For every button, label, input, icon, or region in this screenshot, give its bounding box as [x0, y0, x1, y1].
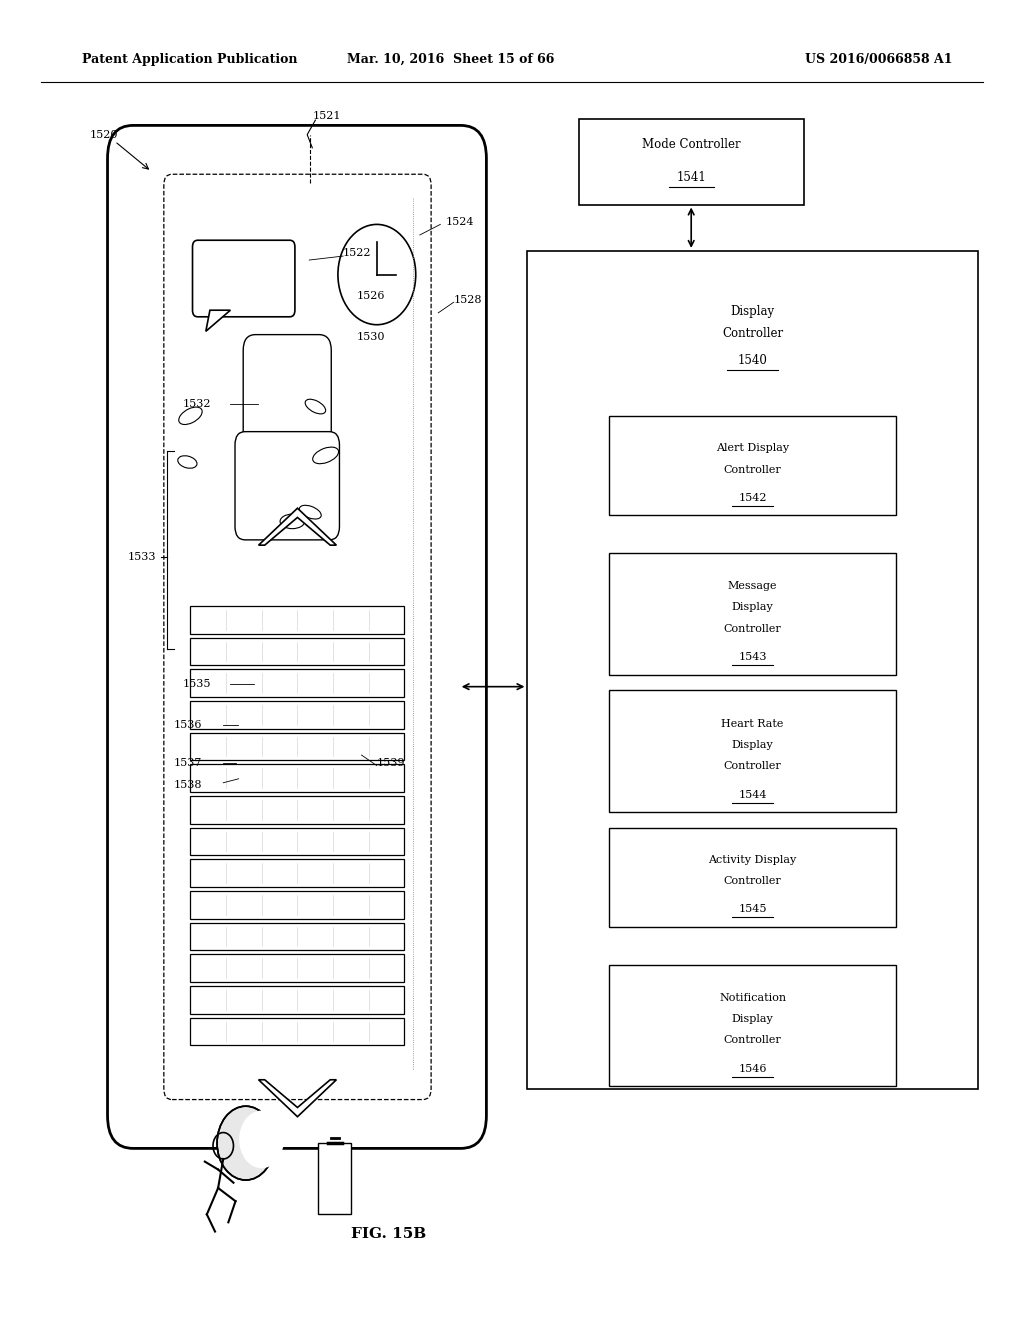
Text: Controller: Controller: [724, 876, 781, 886]
FancyBboxPatch shape: [190, 701, 404, 729]
Text: Patent Application Publication: Patent Application Publication: [82, 53, 297, 66]
FancyBboxPatch shape: [609, 690, 896, 812]
FancyBboxPatch shape: [190, 1018, 404, 1045]
Text: Display: Display: [730, 305, 775, 318]
FancyBboxPatch shape: [190, 669, 404, 697]
Text: Heart Rate: Heart Rate: [722, 718, 783, 729]
FancyBboxPatch shape: [190, 828, 404, 855]
FancyBboxPatch shape: [318, 1143, 351, 1214]
Polygon shape: [206, 310, 230, 331]
Text: Controller: Controller: [724, 623, 781, 634]
FancyBboxPatch shape: [190, 764, 404, 792]
Text: Activity Display: Activity Display: [709, 855, 797, 865]
Text: 1528: 1528: [454, 294, 482, 305]
Text: 1540: 1540: [737, 354, 768, 367]
Text: 1522: 1522: [343, 248, 372, 259]
Text: Alert Display: Alert Display: [716, 444, 790, 453]
Text: US 2016/0066858 A1: US 2016/0066858 A1: [805, 53, 952, 66]
Text: 1537: 1537: [174, 758, 203, 768]
Text: 1521: 1521: [312, 111, 341, 121]
FancyBboxPatch shape: [579, 119, 804, 205]
Text: 1538: 1538: [174, 780, 203, 791]
Circle shape: [217, 1106, 274, 1180]
Text: 1545: 1545: [738, 904, 767, 915]
FancyBboxPatch shape: [190, 986, 404, 1014]
FancyBboxPatch shape: [527, 251, 978, 1089]
Text: Notification: Notification: [719, 993, 786, 1003]
Text: Controller: Controller: [724, 465, 781, 474]
Circle shape: [240, 1110, 284, 1168]
FancyBboxPatch shape: [234, 432, 339, 540]
Text: Controller: Controller: [722, 327, 783, 341]
Polygon shape: [258, 508, 336, 545]
Text: Display: Display: [732, 1014, 773, 1024]
FancyBboxPatch shape: [190, 606, 404, 634]
FancyBboxPatch shape: [190, 796, 404, 824]
Text: 1536: 1536: [174, 719, 203, 730]
FancyBboxPatch shape: [609, 416, 896, 515]
Text: Display: Display: [732, 602, 773, 612]
FancyBboxPatch shape: [243, 334, 331, 451]
FancyBboxPatch shape: [609, 828, 896, 927]
Text: Message: Message: [728, 581, 777, 591]
Text: FIG. 15B: FIG. 15B: [351, 1228, 427, 1241]
Text: 1524: 1524: [445, 216, 474, 227]
Text: 1543: 1543: [738, 652, 767, 663]
FancyBboxPatch shape: [193, 240, 295, 317]
Text: 1544: 1544: [738, 789, 767, 800]
FancyBboxPatch shape: [108, 125, 486, 1148]
FancyBboxPatch shape: [609, 553, 896, 675]
FancyBboxPatch shape: [190, 923, 404, 950]
Text: 1535: 1535: [182, 678, 211, 689]
Text: 1526: 1526: [356, 290, 385, 301]
FancyBboxPatch shape: [190, 954, 404, 982]
Text: Display: Display: [732, 739, 773, 750]
Text: 1542: 1542: [738, 492, 767, 503]
FancyBboxPatch shape: [164, 174, 431, 1100]
Text: Mode Controller: Mode Controller: [642, 139, 740, 150]
Text: 1533: 1533: [128, 552, 157, 562]
FancyBboxPatch shape: [609, 965, 896, 1086]
Text: 1532: 1532: [182, 399, 211, 409]
Text: 1530: 1530: [356, 331, 385, 342]
FancyBboxPatch shape: [190, 733, 404, 760]
Text: Controller: Controller: [724, 1035, 781, 1045]
Text: 1539: 1539: [377, 758, 406, 768]
Text: Controller: Controller: [724, 760, 781, 771]
Text: Mar. 10, 2016  Sheet 15 of 66: Mar. 10, 2016 Sheet 15 of 66: [347, 53, 554, 66]
FancyBboxPatch shape: [190, 638, 404, 665]
Text: 1541: 1541: [676, 172, 707, 183]
Text: 1520: 1520: [90, 129, 119, 140]
Polygon shape: [258, 1080, 336, 1117]
FancyBboxPatch shape: [190, 891, 404, 919]
FancyBboxPatch shape: [190, 859, 404, 887]
Text: 1546: 1546: [738, 1064, 767, 1074]
